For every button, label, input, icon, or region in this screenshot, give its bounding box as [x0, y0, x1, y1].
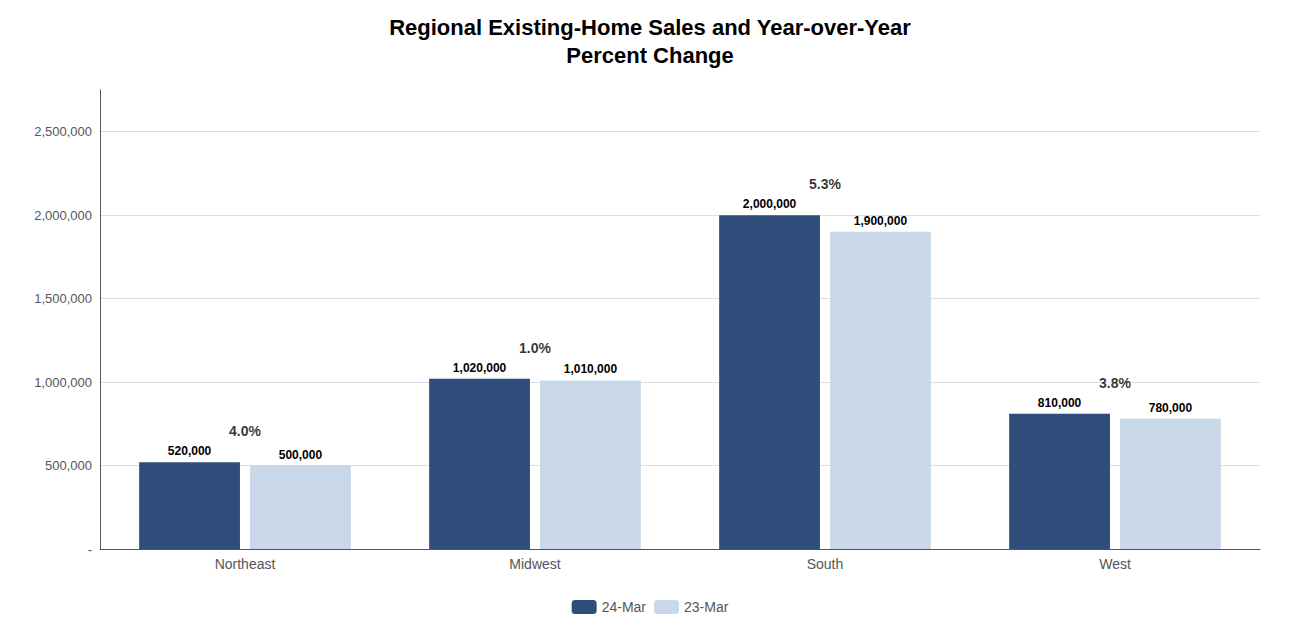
svg-text:23-Mar: 23-Mar: [684, 599, 729, 615]
svg-text:24-Mar: 24-Mar: [602, 599, 647, 615]
svg-text:3.8%: 3.8%: [1099, 375, 1131, 391]
svg-text:West: West: [1099, 556, 1131, 572]
svg-text:1,020,000: 1,020,000: [453, 361, 507, 375]
svg-text:780,000: 780,000: [1149, 401, 1193, 415]
svg-text:Midwest: Midwest: [509, 556, 560, 572]
svg-text:520,000: 520,000: [168, 444, 212, 458]
svg-text:4.0%: 4.0%: [229, 423, 261, 439]
svg-text:500,000: 500,000: [45, 458, 92, 473]
svg-text:2,500,000: 2,500,000: [34, 124, 92, 139]
svg-text:500,000: 500,000: [279, 448, 323, 462]
svg-text:1,500,000: 1,500,000: [34, 291, 92, 306]
svg-text:1,000,000: 1,000,000: [34, 375, 92, 390]
svg-text:1.0%: 1.0%: [519, 340, 551, 356]
svg-text:2,000,000: 2,000,000: [34, 208, 92, 223]
svg-text:Regional Existing-Home Sales a: Regional Existing-Home Sales and Year-ov…: [389, 15, 911, 40]
svg-text:South: South: [807, 556, 844, 572]
svg-text:1,010,000: 1,010,000: [564, 362, 618, 376]
svg-text:Percent Change: Percent Change: [566, 43, 734, 68]
svg-text:5.3%: 5.3%: [809, 176, 841, 192]
svg-text:810,000: 810,000: [1038, 396, 1082, 410]
svg-text:Northeast: Northeast: [215, 556, 276, 572]
svg-text:-: -: [88, 542, 92, 557]
svg-text:2,000,000: 2,000,000: [743, 197, 797, 211]
svg-text:1,900,000: 1,900,000: [854, 214, 908, 228]
